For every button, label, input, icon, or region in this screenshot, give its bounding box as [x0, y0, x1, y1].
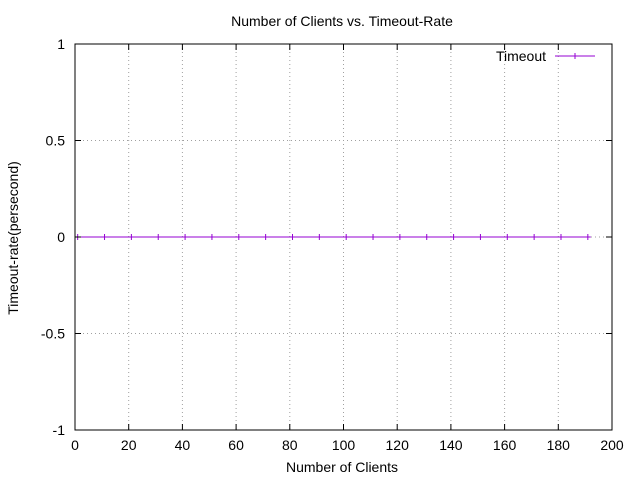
legend-label: Timeout — [496, 48, 546, 64]
data-point — [531, 234, 538, 240]
series-layer — [74, 234, 591, 240]
data-point — [370, 234, 377, 240]
data-point — [504, 234, 511, 240]
x-tick-label: 0 — [71, 437, 79, 453]
data-point — [423, 234, 430, 240]
y-tick-label: -0.5 — [41, 326, 65, 342]
data-point — [262, 234, 269, 240]
x-tick-label: 60 — [228, 437, 244, 453]
x-tick-label: 120 — [386, 437, 410, 453]
data-point — [557, 234, 564, 240]
y-tick-label: -1 — [53, 422, 66, 438]
data-point — [235, 234, 242, 240]
data-point — [101, 234, 108, 240]
data-point — [477, 234, 484, 240]
axes: 0 20 40 60 80 100 120 140 160 180 200 -1 -0.5 0 0.5 1 — [41, 36, 624, 453]
x-tick-label: 100 — [332, 437, 356, 453]
data-point — [208, 234, 215, 240]
y-axis-label: Timeout-rate(persecond) — [5, 161, 21, 315]
chart-title: Number of Clients vs. Timeout-Rate — [231, 13, 453, 29]
data-point — [450, 234, 457, 240]
x-tick-label: 180 — [547, 437, 571, 453]
x-tick-label: 40 — [175, 437, 191, 453]
data-point — [396, 234, 403, 240]
x-tick-label: 140 — [439, 437, 463, 453]
y-tick-label: 0 — [57, 229, 65, 245]
legend: Timeout — [496, 48, 595, 64]
x-tick-label: 160 — [493, 437, 517, 453]
data-point — [128, 234, 135, 240]
data-point — [316, 234, 323, 240]
data-point — [182, 234, 189, 240]
y-tick-label: 0.5 — [46, 133, 66, 149]
data-point — [289, 234, 296, 240]
data-point — [155, 234, 162, 240]
x-tick-label: 80 — [282, 437, 298, 453]
x-axis-label: Number of Clients — [286, 459, 398, 475]
y-tick-label: 1 — [57, 36, 65, 52]
x-tick-label: 20 — [121, 437, 137, 453]
x-tick-label: 200 — [600, 437, 624, 453]
data-point — [343, 234, 350, 240]
data-point — [584, 234, 591, 240]
